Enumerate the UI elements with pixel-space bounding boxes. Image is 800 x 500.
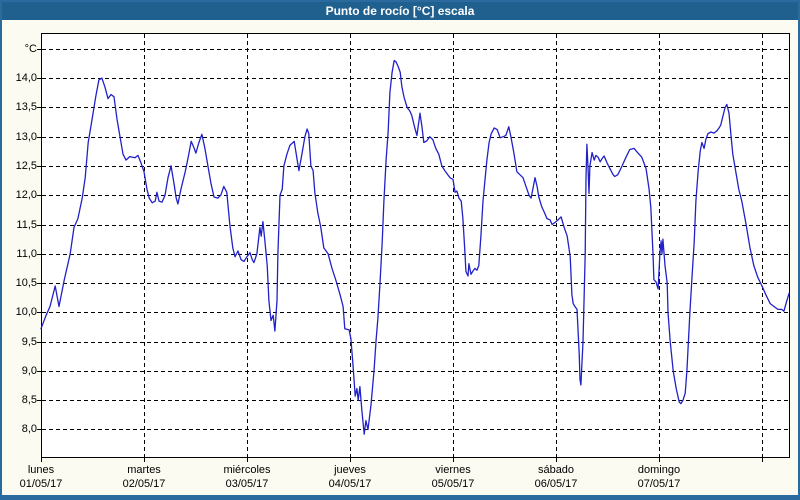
day-name: martes — [127, 464, 161, 476]
y-axis-label: 10,5 — [15, 277, 37, 290]
chart-title: Punto de rocío [°C] escala — [325, 4, 475, 18]
y-axis-label: 8,0 — [21, 423, 37, 436]
x-axis-day-label: lunes 01/05/17 — [2, 463, 86, 491]
chart-canvas — [37, 33, 790, 462]
day-name: domingo — [637, 464, 681, 476]
day-date: 07/05/17 — [637, 478, 681, 490]
plot-border — [41, 33, 790, 458]
day-date: 05/05/17 — [431, 478, 475, 490]
x-axis-day-label: jueves 04/05/17 — [305, 463, 395, 491]
day-name: sábado — [537, 464, 575, 476]
day-name: lunes — [27, 464, 55, 476]
day-date: 03/05/17 — [225, 478, 269, 490]
y-axis-label: 9,5 — [21, 335, 37, 348]
day-date: 02/05/17 — [122, 478, 166, 490]
x-axis-day-label: miércoles 03/05/17 — [202, 463, 292, 491]
day-date: 06/05/17 — [534, 478, 578, 490]
day-date: 04/05/17 — [328, 478, 372, 490]
y-axis-label: 11,5 — [16, 218, 37, 231]
x-axis-day-label: martes 02/05/17 — [99, 463, 189, 491]
x-axis-day-label: domingo 07/05/17 — [614, 463, 704, 491]
y-axis-label: 8,5 — [21, 394, 37, 407]
chart-region: °C 14,0 13,5 13,0 12,5 12,0 11,5 11,0 10,5 10,0 9,… — [2, 20, 798, 495]
day-date: 01/05/17 — [19, 478, 63, 490]
x-axis-day-label: viernes 05/05/17 — [408, 463, 498, 491]
x-axis-day-label: sábado 06/05/17 — [511, 463, 601, 491]
y-axis-label: 13,5 — [15, 101, 37, 114]
y-axis-label: 14,0 — [15, 72, 37, 85]
dewpoint-curve — [40, 59, 790, 435]
y-axis-label: 12,5 — [15, 159, 37, 172]
day-name: jueves — [334, 464, 366, 476]
y-axis-label: 10,0 — [15, 306, 37, 319]
y-axis-label: 12,0 — [15, 189, 37, 202]
y-axis-label: 9,0 — [21, 364, 37, 377]
day-name: viernes — [435, 464, 471, 476]
day-name: miércoles — [223, 464, 271, 476]
y-axis-unit-label: °C — [24, 42, 37, 55]
chart-titlebar: Punto de rocío [°C] escala — [2, 2, 798, 20]
y-axis-label: 11,0 — [16, 247, 37, 260]
y-axis-label: 13,0 — [15, 130, 37, 143]
